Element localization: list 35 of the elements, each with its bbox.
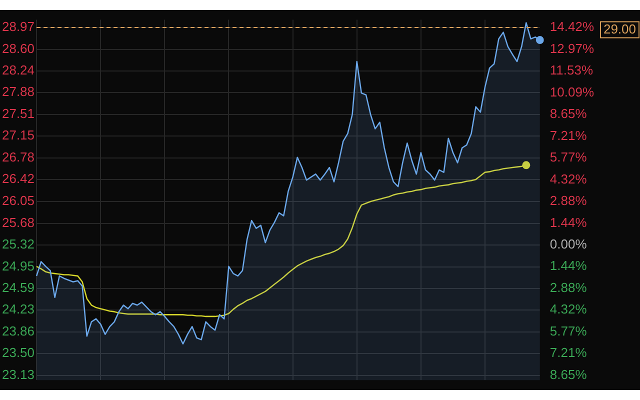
y2-tick-label: 8.65% — [550, 366, 588, 382]
y2-tick-label: 10.09% — [550, 84, 594, 100]
y-tick-label: 24.23 — [2, 301, 35, 316]
y-tick-label: 27.51 — [2, 106, 35, 122]
y-tick-label: 23.86 — [2, 324, 35, 339]
y-tick-label: 27.88 — [2, 84, 35, 100]
y2-tick-label: 14.42% — [550, 19, 594, 34]
y-tick-label: 24.95 — [2, 258, 35, 274]
y2-tick-label: 8.65% — [550, 106, 588, 122]
y2-tick-label: 4.32% — [550, 171, 588, 186]
y-tick-label: 27.15 — [2, 128, 35, 143]
y2-tick-label: 7.21% — [550, 128, 588, 143]
y-tick-label: 24.59 — [2, 280, 35, 296]
y-tick-label: 25.32 — [2, 236, 35, 252]
y-tick-label: 28.24 — [2, 62, 35, 78]
y2-tick-label: 7.21% — [550, 345, 588, 360]
y-tick-label: 23.13 — [2, 367, 35, 382]
y-tick-label: 26.05 — [2, 193, 35, 208]
text: 29.00 — [603, 21, 636, 36]
y-tick-label: 26.42 — [2, 171, 35, 186]
y-tick-label: 26.78 — [2, 150, 35, 165]
y-tick-label: 23.50 — [2, 344, 35, 360]
y2-tick-label: 4.32% — [550, 302, 588, 317]
y2-tick-label: 11.53% — [550, 62, 594, 78]
y2-tick-label: 1.44% — [550, 214, 588, 230]
y2-tick-label: 12.97% — [550, 40, 594, 56]
y-tick-label: 25.68 — [2, 215, 35, 230]
y2-tick-label: 2.88% — [550, 193, 588, 208]
y2-tick-label: 2.88% — [550, 280, 588, 295]
y2-tick-label: 0.00% — [550, 236, 588, 252]
y2-tick-label: 5.77% — [550, 324, 588, 339]
y2-tick-label: 5.77% — [550, 150, 588, 165]
y-tick-label: 28.60 — [2, 41, 35, 56]
y2-tick-label: 1.44% — [550, 258, 588, 274]
y-tick-label: 28.97 — [2, 19, 35, 34]
